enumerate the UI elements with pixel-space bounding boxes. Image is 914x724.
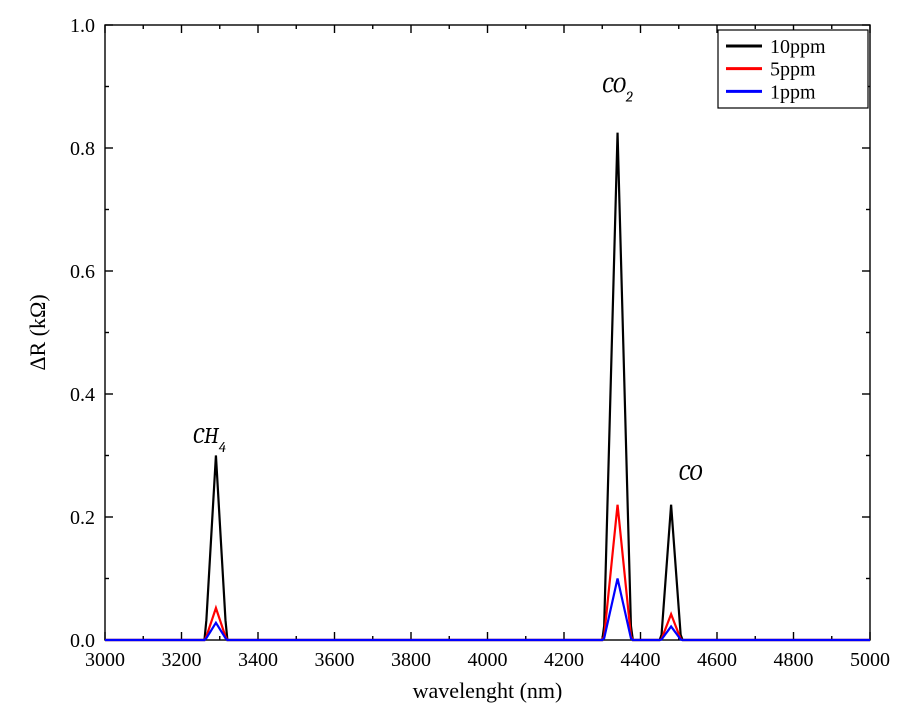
svg-text:4800: 4800 [774,649,814,671]
svg-text:0.6: 0.6 [70,261,95,283]
svg-text:0.8: 0.8 [70,138,95,160]
svg-text:wavelenght (nm): wavelenght (nm) [413,678,563,703]
svg-text:ΔR (kΩ): ΔR (kΩ) [25,294,50,370]
svg-text:1ppm: 1ppm [770,81,816,103]
svg-text:5ppm: 5ppm [770,59,816,81]
svg-text:3200: 3200 [162,649,202,671]
svg-text:5000: 5000 [850,649,890,671]
spectrum-chart: 3000 3200 3400 3600 3800 4000 4200 4400 4600 4800… [0,0,914,724]
svg-text:CO: CO [679,460,703,486]
svg-text:4400: 4400 [621,649,661,671]
svg-text:0.2: 0.2 [70,507,95,529]
svg-text:3000: 3000 [85,649,125,671]
svg-text:4600: 4600 [697,649,737,671]
svg-text:4200: 4200 [544,649,584,671]
svg-text:1.0: 1.0 [70,15,95,37]
svg-text:0.0: 0.0 [70,630,95,652]
svg-text:3600: 3600 [315,649,355,671]
chart-container: 3000 3200 3400 3600 3800 4000 4200 4400 4600 4800… [0,0,914,724]
svg-text:4000: 4000 [468,649,508,671]
svg-text:0.4: 0.4 [70,384,95,406]
svg-text:3400: 3400 [238,649,278,671]
svg-text:10ppm: 10ppm [770,36,826,58]
svg-text:3800: 3800 [391,649,431,671]
